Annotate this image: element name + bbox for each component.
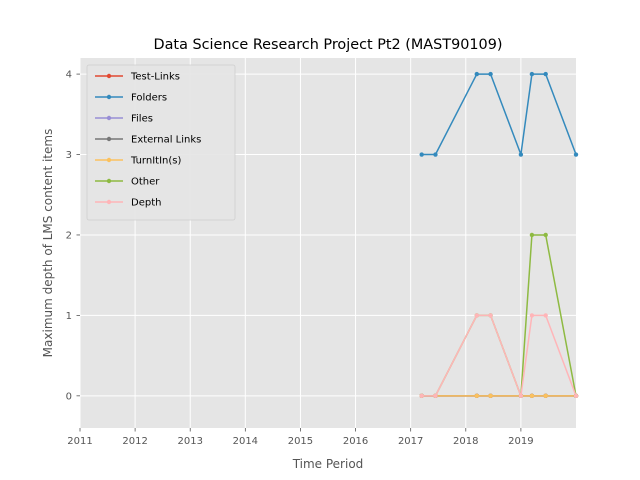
data-point-folders xyxy=(474,71,479,77)
x-tick-label: 2019 xyxy=(508,436,533,447)
data-point-folders xyxy=(433,152,438,157)
legend-label: Other xyxy=(131,177,160,188)
series-line-depth xyxy=(421,314,577,397)
data-point-folders xyxy=(419,152,424,157)
legend-item: TurnItIn(s) xyxy=(95,156,181,167)
data-point-folders xyxy=(518,152,524,157)
y-tick-label: 1 xyxy=(66,311,72,322)
legend-label: Test-Links xyxy=(130,72,180,83)
data-point-turnitin-s xyxy=(543,393,548,399)
data-point-depth xyxy=(543,313,548,318)
y-tick-label: 0 xyxy=(66,391,72,402)
x-tick-label: 2017 xyxy=(398,436,423,447)
y-tick-label: 3 xyxy=(66,150,72,161)
legend-item: Test-Links xyxy=(95,72,180,83)
data-point-other xyxy=(529,232,535,238)
tick-layer: 2011 2012 2013 2014 2015 2016 2017 2018 2019 0 1 2 3… xyxy=(66,70,534,447)
data-point-folders xyxy=(488,71,493,77)
x-axis-title: Time Period xyxy=(292,457,364,471)
x-tick-label: 2013 xyxy=(177,436,202,447)
y-tick-label: 4 xyxy=(66,70,72,81)
legend-swatch-marker xyxy=(106,115,112,121)
legend-swatch-marker xyxy=(106,73,112,79)
legend-label: External Links xyxy=(131,135,201,146)
data-point-depth xyxy=(488,313,493,318)
data-point-turnitin-s xyxy=(488,393,493,399)
data-point-turnitin-s xyxy=(474,393,479,399)
series-line-folders xyxy=(421,73,577,156)
legend-label: TurnItIn(s) xyxy=(130,156,181,167)
legend-swatch-marker xyxy=(106,157,112,163)
legend-swatch-marker xyxy=(106,178,112,184)
series-folders xyxy=(419,71,579,157)
x-tick-label: 2016 xyxy=(343,436,368,447)
legend-item: Other xyxy=(95,177,160,188)
data-point-depth xyxy=(419,393,424,399)
legend-label: Depth xyxy=(131,198,161,209)
legend-item: Files xyxy=(95,114,153,125)
legend-swatch-marker xyxy=(106,94,112,100)
data-point-depth xyxy=(518,393,524,399)
series-depth xyxy=(419,313,579,399)
series-layer xyxy=(419,71,579,399)
data-point-folders xyxy=(573,152,579,157)
data-point-depth xyxy=(474,313,479,318)
legend-item: Depth xyxy=(95,198,161,209)
x-tick-label: 2011 xyxy=(67,436,92,447)
data-point-turnitin-s xyxy=(529,393,535,399)
data-point-folders xyxy=(529,71,535,77)
chart-title: Data Science Research Project Pt2 (MAST9… xyxy=(154,37,503,53)
x-tick-label: 2012 xyxy=(122,436,147,447)
legend-swatch-marker xyxy=(106,199,112,205)
legend-item: External Links xyxy=(95,135,201,146)
legend-item: Folders xyxy=(95,93,167,104)
data-point-folders xyxy=(543,71,548,77)
legend-swatch-marker xyxy=(106,136,112,142)
x-tick-label: 2018 xyxy=(453,436,478,447)
x-tick-label: 2014 xyxy=(233,436,258,447)
x-tick-label: 2015 xyxy=(288,436,313,447)
data-point-depth xyxy=(433,393,438,399)
legend-label: Folders xyxy=(131,93,167,104)
data-point-depth xyxy=(573,393,579,399)
legend-label: Files xyxy=(131,114,153,125)
data-point-other xyxy=(543,232,548,238)
data-point-depth xyxy=(529,313,535,318)
y-tick-label: 2 xyxy=(66,230,72,241)
legend: Test-Links Folders Files External Links Turn… xyxy=(86,64,236,221)
legend-box xyxy=(86,64,236,221)
y-axis-title: Maximum depth of LMS content items xyxy=(41,129,55,358)
